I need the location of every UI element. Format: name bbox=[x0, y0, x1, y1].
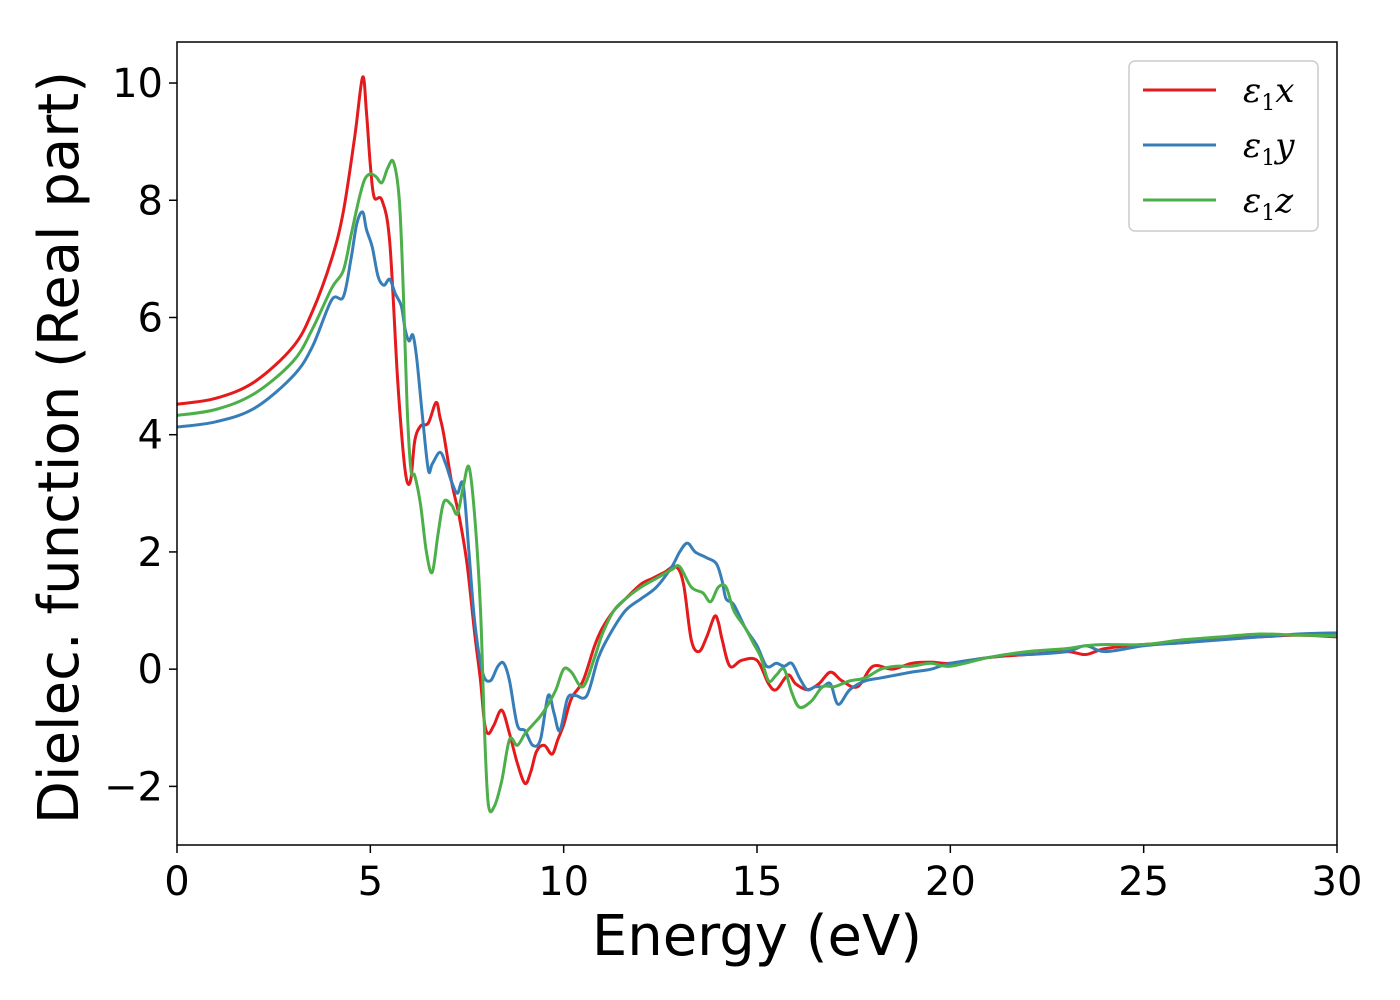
legend-label-z: ε1z bbox=[1243, 181, 1294, 226]
x-tick-label: 10 bbox=[538, 859, 589, 905]
y-tick-label: 0 bbox=[138, 647, 163, 693]
x-tick-label: 20 bbox=[925, 859, 976, 905]
y-tick-label: 6 bbox=[138, 295, 163, 341]
legend: ε1x ε1y ε1z bbox=[1128, 60, 1319, 232]
legend-box bbox=[1128, 60, 1319, 232]
y-tick-label: 10 bbox=[112, 61, 163, 107]
legend-label-y: ε1y bbox=[1243, 126, 1295, 171]
legend-label-x: ε1x bbox=[1243, 71, 1294, 116]
y-tick-label: −2 bbox=[104, 764, 163, 810]
x-tick-label: 15 bbox=[732, 859, 783, 905]
x-tick-label: 0 bbox=[164, 859, 189, 905]
y-tick-label: 2 bbox=[138, 530, 163, 576]
x-tick-label: 25 bbox=[1118, 859, 1169, 905]
x-tick-label: 5 bbox=[358, 859, 383, 905]
series-layer bbox=[177, 75, 1337, 814]
y-axis: −2 0 2 4 6 8 10 bbox=[104, 61, 177, 810]
x-tick-label: 30 bbox=[1312, 859, 1363, 905]
x-axis: 0 5 10 15 20 25 30 bbox=[164, 845, 1362, 905]
series-line-z bbox=[177, 158, 1337, 814]
y-tick-label: 8 bbox=[138, 178, 163, 224]
y-tick-label: 4 bbox=[138, 413, 163, 459]
y-axis-label: Dielec. function (Real part) bbox=[27, 71, 92, 824]
x-axis-label: Energy (eV) bbox=[592, 904, 922, 969]
series-line-y bbox=[177, 210, 1337, 748]
